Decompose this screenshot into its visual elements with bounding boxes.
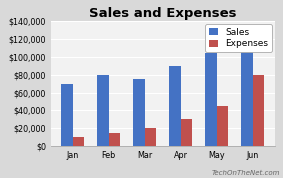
Bar — [181, 119, 192, 146]
Bar — [217, 106, 228, 146]
Legend: Sales, Expenses: Sales, Expenses — [205, 24, 272, 52]
Bar — [97, 75, 109, 146]
Title: Sales and Expenses: Sales and Expenses — [89, 7, 237, 20]
Bar — [109, 133, 120, 146]
Bar — [145, 128, 156, 146]
Bar — [73, 137, 84, 146]
Bar — [253, 75, 264, 146]
Bar — [61, 84, 73, 146]
Bar — [205, 53, 217, 146]
Bar — [133, 79, 145, 146]
Text: TechOnTheNet.com: TechOnTheNet.com — [212, 170, 280, 176]
Bar — [169, 66, 181, 146]
Bar — [241, 30, 253, 146]
